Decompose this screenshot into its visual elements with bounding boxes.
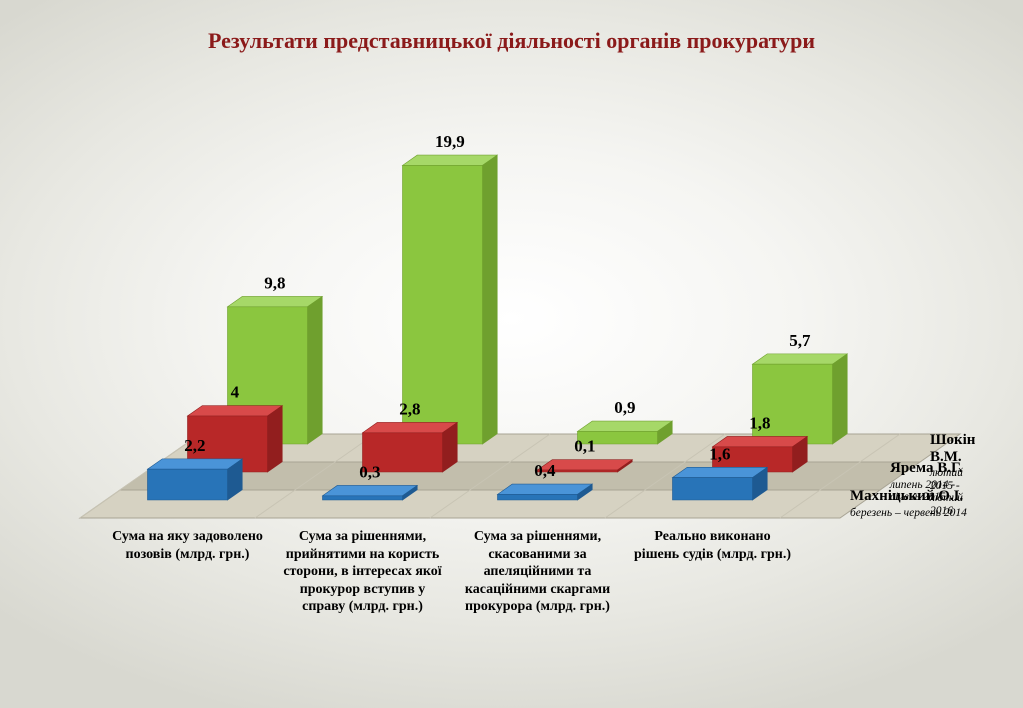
x-category-label: Сума за рішеннями, скасованими за апеляц… xyxy=(458,528,618,616)
bar-value-label: 2,2 xyxy=(184,436,205,455)
series-label: Махніцький О.І. березень – червень 2014 xyxy=(850,488,967,519)
bar-value-label: 2,8 xyxy=(399,399,420,418)
series-name: Махніцький О.І. xyxy=(850,488,963,504)
bar-value-label: 1,6 xyxy=(709,444,730,463)
series-name: Ярема В.Г. xyxy=(890,460,963,476)
chart-title: Результати представницької діяльності ор… xyxy=(0,28,1023,54)
bar-chart-3d: 9,8 19,9 0,9 5,7 4 2,8 0,1 1,8 2,2 0,3 0,4 1,6 Сума… xyxy=(40,70,980,670)
bar-value-label: 9,8 xyxy=(264,273,285,292)
bar-value-label: 19,9 xyxy=(435,132,465,151)
bar-value-label: 0,1 xyxy=(574,437,595,456)
x-category-label: Сума на яку задоволено позовів (млрд. гр… xyxy=(108,528,268,563)
series-subtitle: березень – червень 2014 xyxy=(850,507,967,520)
bar-value-label: 4 xyxy=(231,383,240,402)
x-category-label: Сума за рішеннями, прийнятими на користь… xyxy=(283,528,443,616)
bar-value-label: 0,3 xyxy=(359,462,380,481)
bar-value-label: 0,9 xyxy=(614,398,635,417)
bar-value-label: 5,7 xyxy=(789,331,811,350)
bar: 19,9 xyxy=(403,132,498,444)
bar-value-label: 0,4 xyxy=(534,461,556,480)
bar-value-label: 1,8 xyxy=(749,413,770,432)
x-category-label: Реально виконано рішень судів (млрд. грн… xyxy=(633,528,793,563)
